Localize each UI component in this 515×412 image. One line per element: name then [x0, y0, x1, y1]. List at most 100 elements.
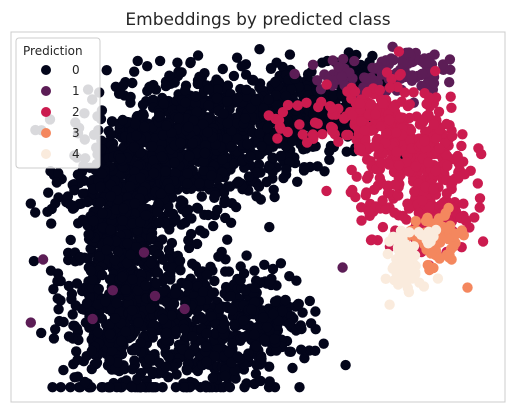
- scatter-point: [52, 276, 63, 287]
- scatter-point: [50, 198, 61, 209]
- scatter-point: [157, 313, 169, 325]
- scatter-point: [384, 82, 396, 93]
- scatter-point: [442, 160, 453, 172]
- legend-label-0: 0: [72, 63, 80, 77]
- scatter-point: [425, 248, 437, 259]
- scatter-point: [175, 137, 186, 149]
- scatter-point: [263, 94, 274, 105]
- scatter-point: [211, 92, 223, 104]
- scatter-point: [393, 46, 405, 57]
- scatter-point: [86, 345, 98, 357]
- scatter-point: [176, 67, 187, 78]
- scatter-point: [231, 52, 243, 63]
- scatter-point: [392, 81, 403, 93]
- scatter-point: [423, 57, 434, 68]
- scatter-point: [203, 209, 214, 221]
- scatter-point: [349, 86, 361, 97]
- scatter-point: [209, 350, 220, 362]
- scatter-point: [294, 119, 305, 130]
- scatter-point: [74, 251, 86, 263]
- scatter-point: [277, 107, 289, 118]
- scatter-point: [166, 310, 177, 321]
- scatter-point: [445, 91, 456, 102]
- scatter-point: [238, 315, 249, 326]
- scatter-point: [227, 304, 238, 316]
- scatter-point: [138, 247, 150, 258]
- scatter-point: [212, 84, 223, 95]
- scatter-point: [69, 372, 80, 383]
- scatter-point: [194, 178, 205, 189]
- scatter-point: [356, 116, 367, 127]
- scatter-point: [253, 159, 265, 170]
- scatter-point: [117, 114, 128, 126]
- scatter-point: [63, 331, 75, 342]
- scatter-point: [181, 365, 193, 376]
- scatter-point: [164, 70, 175, 81]
- scatter-point: [182, 178, 193, 189]
- scatter-point: [132, 55, 143, 67]
- scatter-point: [301, 97, 312, 109]
- scatter-point: [63, 280, 75, 292]
- scatter-point: [192, 50, 204, 61]
- scatter-point: [198, 286, 209, 297]
- scatter-point: [122, 238, 133, 249]
- scatter-point: [43, 187, 54, 198]
- legend: Prediction 0 1 2 3 4: [15, 37, 101, 169]
- scatter-point: [220, 212, 231, 224]
- scatter-point: [256, 353, 267, 364]
- scatter-point: [439, 210, 450, 221]
- scatter-point: [275, 258, 287, 269]
- points-layer: [25, 41, 489, 393]
- scatter-point: [282, 126, 293, 138]
- scatter-point: [423, 226, 434, 237]
- legend-marker-0: [41, 65, 51, 75]
- scatter-point: [180, 296, 191, 307]
- scatter-point: [404, 99, 415, 110]
- scatter-point: [67, 200, 78, 211]
- scatter-point: [124, 181, 136, 192]
- scatter-point: [441, 150, 453, 161]
- scatter-point: [417, 115, 428, 126]
- scatter-point: [97, 208, 108, 219]
- scatter-point: [200, 140, 211, 151]
- scatter-point: [275, 150, 287, 161]
- scatter-point: [228, 70, 240, 82]
- scatter-point: [321, 185, 332, 197]
- scatter-point: [203, 84, 214, 95]
- scatter-point: [201, 269, 213, 280]
- scatter-point: [62, 191, 74, 202]
- scatter-point: [297, 129, 308, 140]
- scatter-point: [157, 130, 169, 141]
- scatter-point: [130, 344, 141, 356]
- scatter-point: [289, 68, 300, 80]
- scatter-point: [198, 156, 209, 167]
- scatter-point: [430, 165, 441, 177]
- scatter-point: [129, 198, 141, 209]
- scatter-point: [408, 241, 420, 252]
- scatter-point: [87, 313, 98, 325]
- scatter-point: [249, 329, 260, 340]
- scatter-point: [201, 356, 212, 368]
- scatter-point: [391, 146, 402, 158]
- scatter-point: [225, 291, 236, 302]
- scatter-point: [42, 206, 53, 217]
- scatter-point: [249, 265, 260, 276]
- scatter-point: [410, 161, 422, 172]
- scatter-point: [131, 242, 142, 253]
- scatter-point: [97, 269, 108, 281]
- scatter-point: [180, 97, 191, 108]
- scatter-point: [217, 154, 228, 165]
- scatter-point: [52, 268, 64, 279]
- scatter-point: [133, 317, 144, 328]
- scatter-point: [217, 63, 228, 75]
- scatter-point: [416, 68, 428, 80]
- scatter-point: [52, 293, 63, 304]
- scatter-point: [137, 99, 149, 111]
- scatter-point: [287, 135, 298, 147]
- scatter-point: [307, 129, 319, 140]
- scatter-point: [360, 72, 371, 84]
- scatter-point: [295, 344, 307, 355]
- scatter-point: [132, 284, 144, 296]
- scatter-point: [146, 382, 158, 393]
- scatter-point: [72, 169, 84, 180]
